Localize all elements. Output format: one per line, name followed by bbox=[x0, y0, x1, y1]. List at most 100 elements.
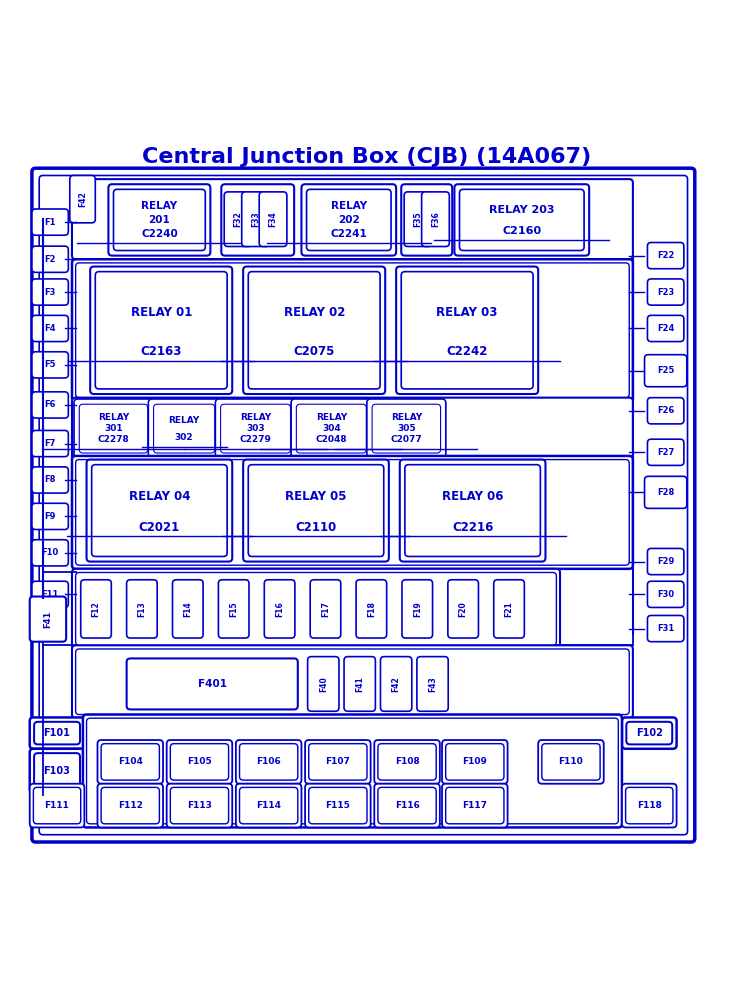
FancyBboxPatch shape bbox=[153, 404, 215, 453]
FancyBboxPatch shape bbox=[647, 615, 684, 642]
Text: C2279: C2279 bbox=[239, 435, 272, 444]
FancyBboxPatch shape bbox=[81, 579, 112, 638]
Text: F118: F118 bbox=[637, 802, 662, 810]
Text: F31: F31 bbox=[657, 624, 675, 633]
Text: 303: 303 bbox=[246, 425, 265, 434]
Text: 305: 305 bbox=[397, 425, 415, 434]
Text: F2: F2 bbox=[44, 255, 56, 264]
FancyBboxPatch shape bbox=[76, 459, 629, 565]
Text: F15: F15 bbox=[229, 601, 239, 617]
FancyBboxPatch shape bbox=[72, 646, 633, 718]
FancyBboxPatch shape bbox=[309, 744, 367, 780]
FancyBboxPatch shape bbox=[647, 581, 684, 607]
Text: F35: F35 bbox=[413, 211, 423, 227]
FancyBboxPatch shape bbox=[72, 398, 633, 459]
Text: RELAY: RELAY bbox=[142, 200, 178, 211]
FancyBboxPatch shape bbox=[76, 649, 629, 714]
Text: F9: F9 bbox=[45, 512, 56, 521]
FancyBboxPatch shape bbox=[446, 788, 504, 823]
FancyBboxPatch shape bbox=[72, 180, 633, 259]
FancyBboxPatch shape bbox=[126, 579, 157, 638]
FancyBboxPatch shape bbox=[95, 272, 227, 389]
Text: F106: F106 bbox=[256, 757, 281, 767]
FancyBboxPatch shape bbox=[222, 185, 294, 256]
Text: F26: F26 bbox=[657, 407, 675, 416]
Text: F4: F4 bbox=[44, 324, 56, 333]
FancyBboxPatch shape bbox=[87, 718, 618, 823]
Text: F3: F3 bbox=[45, 288, 56, 297]
FancyBboxPatch shape bbox=[494, 579, 524, 638]
Text: RELAY: RELAY bbox=[98, 413, 129, 422]
Text: F36: F36 bbox=[431, 211, 440, 227]
Text: F17: F17 bbox=[321, 601, 330, 617]
FancyBboxPatch shape bbox=[148, 399, 220, 458]
Text: 301: 301 bbox=[104, 425, 123, 434]
FancyBboxPatch shape bbox=[401, 185, 452, 256]
FancyBboxPatch shape bbox=[72, 568, 560, 649]
Text: RELAY: RELAY bbox=[331, 200, 367, 211]
FancyBboxPatch shape bbox=[167, 740, 232, 784]
FancyBboxPatch shape bbox=[32, 352, 68, 378]
FancyBboxPatch shape bbox=[446, 744, 504, 780]
Text: F112: F112 bbox=[118, 802, 142, 810]
FancyBboxPatch shape bbox=[404, 191, 432, 246]
Text: RELAY 02: RELAY 02 bbox=[283, 306, 345, 318]
FancyBboxPatch shape bbox=[32, 279, 68, 306]
FancyBboxPatch shape bbox=[30, 717, 84, 749]
Text: F10: F10 bbox=[42, 549, 59, 558]
FancyBboxPatch shape bbox=[239, 744, 298, 780]
FancyBboxPatch shape bbox=[172, 579, 203, 638]
FancyBboxPatch shape bbox=[243, 459, 389, 561]
Text: F105: F105 bbox=[187, 757, 212, 767]
FancyBboxPatch shape bbox=[216, 399, 296, 458]
FancyBboxPatch shape bbox=[421, 191, 449, 246]
FancyBboxPatch shape bbox=[219, 579, 249, 638]
Text: F104: F104 bbox=[118, 757, 142, 767]
Text: F110: F110 bbox=[559, 757, 584, 767]
FancyBboxPatch shape bbox=[76, 572, 556, 646]
FancyBboxPatch shape bbox=[109, 185, 211, 256]
Text: RELAY: RELAY bbox=[169, 417, 200, 426]
Text: F40: F40 bbox=[319, 677, 328, 691]
FancyBboxPatch shape bbox=[542, 744, 600, 780]
FancyBboxPatch shape bbox=[34, 722, 80, 744]
FancyBboxPatch shape bbox=[30, 749, 84, 793]
FancyBboxPatch shape bbox=[454, 185, 589, 256]
FancyBboxPatch shape bbox=[33, 788, 81, 823]
Text: F12: F12 bbox=[92, 601, 101, 617]
FancyBboxPatch shape bbox=[248, 272, 380, 389]
Text: RELAY 06: RELAY 06 bbox=[442, 490, 504, 503]
FancyBboxPatch shape bbox=[647, 439, 684, 465]
Text: 201: 201 bbox=[148, 215, 170, 225]
Text: C2048: C2048 bbox=[316, 435, 347, 444]
Text: F101: F101 bbox=[43, 728, 70, 738]
FancyBboxPatch shape bbox=[32, 581, 68, 607]
FancyBboxPatch shape bbox=[308, 657, 339, 711]
Text: 302: 302 bbox=[175, 434, 194, 442]
Text: C2242: C2242 bbox=[446, 345, 488, 358]
Text: F21: F21 bbox=[504, 601, 514, 617]
FancyBboxPatch shape bbox=[417, 657, 448, 711]
Text: F107: F107 bbox=[325, 757, 350, 767]
FancyBboxPatch shape bbox=[83, 714, 622, 827]
FancyBboxPatch shape bbox=[30, 596, 66, 642]
Text: F23: F23 bbox=[657, 288, 675, 297]
FancyBboxPatch shape bbox=[32, 503, 68, 530]
FancyBboxPatch shape bbox=[170, 788, 228, 823]
FancyBboxPatch shape bbox=[32, 315, 68, 341]
Text: F114: F114 bbox=[256, 802, 281, 810]
FancyBboxPatch shape bbox=[32, 467, 68, 493]
FancyBboxPatch shape bbox=[647, 279, 684, 306]
FancyBboxPatch shape bbox=[305, 740, 371, 784]
FancyBboxPatch shape bbox=[367, 399, 446, 458]
Text: F7: F7 bbox=[45, 439, 56, 448]
Text: F108: F108 bbox=[395, 757, 419, 767]
Text: F1: F1 bbox=[44, 217, 56, 226]
Text: F116: F116 bbox=[395, 802, 420, 810]
FancyBboxPatch shape bbox=[310, 579, 341, 638]
FancyBboxPatch shape bbox=[92, 464, 227, 557]
FancyBboxPatch shape bbox=[372, 404, 440, 453]
Text: RELAY 203: RELAY 203 bbox=[489, 205, 555, 215]
FancyBboxPatch shape bbox=[72, 259, 633, 402]
FancyBboxPatch shape bbox=[622, 717, 677, 749]
